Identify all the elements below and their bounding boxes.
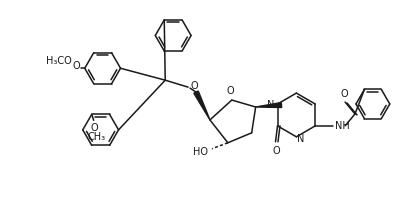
Text: O: O [72, 61, 80, 71]
Text: NH: NH [335, 121, 350, 131]
Polygon shape [194, 91, 210, 120]
Text: O: O [227, 86, 235, 96]
Text: O: O [340, 89, 348, 99]
Text: H₃CO: H₃CO [46, 56, 72, 66]
Text: O: O [190, 81, 198, 91]
Text: HO: HO [193, 147, 208, 157]
Text: N: N [267, 100, 274, 110]
Text: CH₃: CH₃ [87, 132, 106, 142]
Text: O: O [273, 146, 280, 156]
Text: O: O [91, 123, 98, 133]
Text: N: N [297, 134, 305, 144]
Polygon shape [256, 103, 282, 108]
